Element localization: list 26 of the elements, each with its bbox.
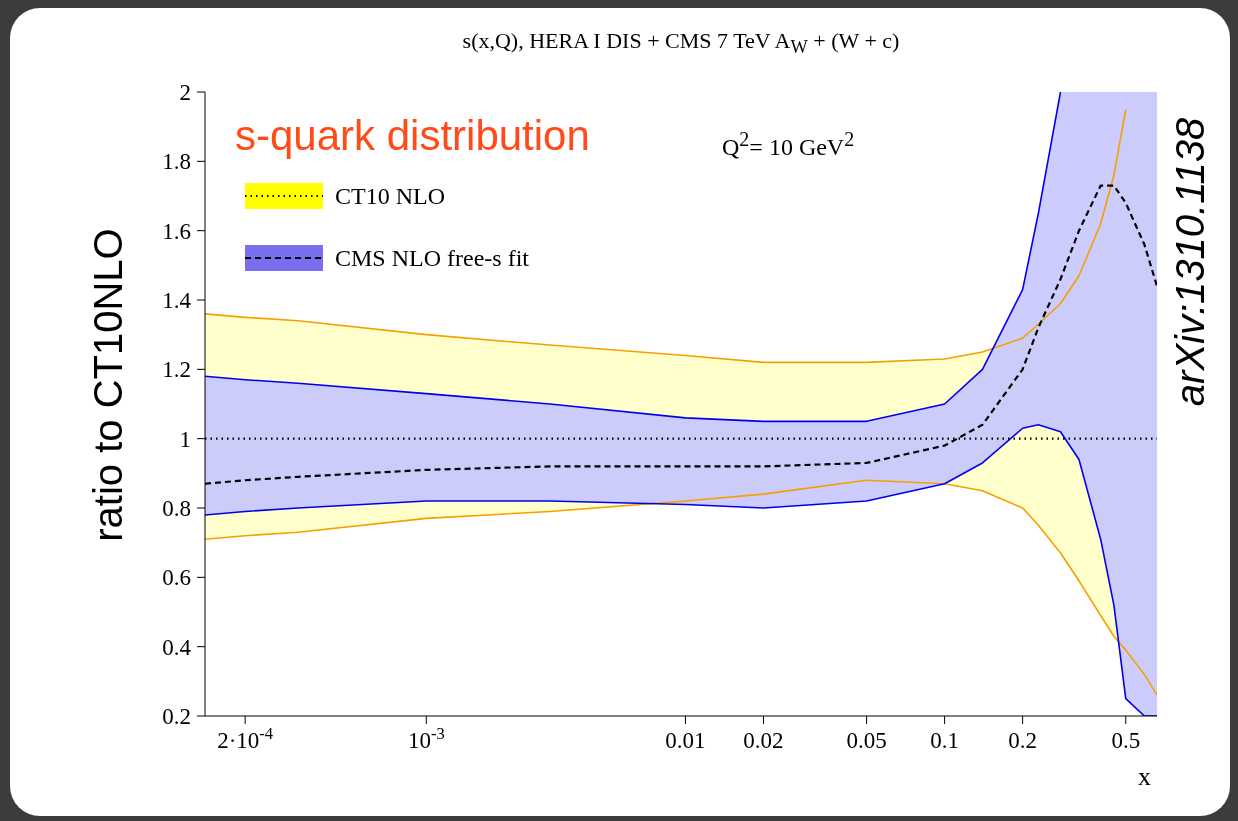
x-tick-label: 0.5: [1111, 728, 1141, 753]
x-tick-label: 2·10$^{-4}$: [217, 723, 274, 753]
annotation: s-quark distribution: [235, 112, 590, 160]
x-axis-title: x: [1138, 762, 1151, 792]
y-tick-label: 0.6: [162, 565, 191, 591]
text: arXiv:1310.1138: [1167, 117, 1213, 407]
legend-label: CMS NLO free-s fit: [335, 244, 529, 272]
y-tick-label: 0.8: [162, 496, 191, 521]
x-tick-label: 0.2: [1008, 728, 1037, 753]
y-tick-label: 1: [179, 426, 191, 452]
x-tick-label: 10$^{-3}$: [407, 723, 445, 753]
x-tick-label: 0.02: [743, 728, 784, 753]
chart-title: s(x,Q), HERA I DIS + CMS 7 TeV A$_{W}$ + (W + c): [461, 28, 901, 59]
legend-label: CT10 NLO: [335, 182, 445, 210]
x-tick-label: 0.01: [665, 728, 706, 753]
annotation: Q$^{2}$= 10 GeV$^{2}$: [722, 128, 855, 161]
y-tick-label: 1.8: [162, 149, 191, 175]
y-tick-label: 0.2: [162, 704, 191, 729]
x-tick-label: 0.1: [930, 728, 959, 753]
y-tick-label: 1.6: [162, 218, 191, 244]
x-tick-label: 0.05: [846, 728, 887, 753]
y-tick-label: 0.4: [162, 634, 192, 660]
y-tick-label: 2: [179, 80, 191, 105]
y-tick-label: 1.2: [162, 357, 191, 383]
y-tick-label: 1.4: [162, 288, 192, 313]
y-axis-title: ratio to CT10NLO: [85, 228, 131, 542]
